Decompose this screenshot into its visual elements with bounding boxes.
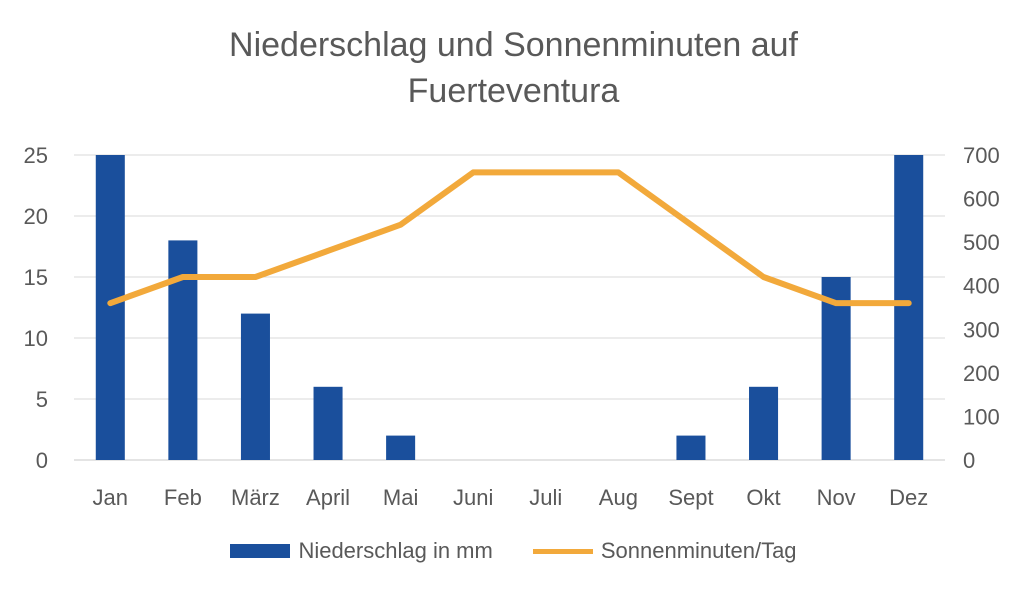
bar (95, 155, 125, 460)
x-tick-label: Okt (746, 485, 780, 510)
y-right-tick-label: 400 (963, 274, 1000, 299)
y-left-tick-label: 20 (24, 204, 48, 229)
bar (168, 240, 198, 460)
bar (240, 313, 270, 460)
bar (821, 277, 851, 460)
chart-title-line-1: Niederschlag und Sonnenminuten auf (229, 26, 798, 64)
x-tick-label: März (231, 485, 280, 510)
x-tick-label: Jan (93, 485, 128, 510)
legend: Niederschlag in mm Sonnenminuten/Tag (0, 538, 1027, 564)
x-tick-label: Dez (889, 485, 928, 510)
series-line (107, 169, 912, 307)
legend-swatch-bars (230, 544, 291, 558)
y-right-tick-label: 0 (963, 448, 975, 473)
bar (676, 435, 706, 460)
x-tick-label: Aug (599, 485, 638, 510)
bar (749, 386, 779, 460)
x-tick-label: Juni (453, 485, 493, 510)
y-right-tick-label: 200 (963, 361, 1000, 386)
x-tick-label: Juli (529, 485, 562, 510)
chart-title: Niederschlag und Sonnenminuten auf Fuert… (0, 22, 1027, 114)
legend-label-line: Sonnenminuten/Tag (600, 538, 797, 563)
bar (313, 386, 343, 460)
y-left-tick-label: 15 (24, 265, 48, 290)
x-tick-label: Nov (817, 485, 856, 510)
bar (386, 435, 416, 460)
legend-swatch-line (532, 548, 593, 554)
x-tick-label: Mai (383, 485, 418, 510)
y-left-tick-label: 25 (24, 143, 48, 168)
y-right-tick-label: 100 (963, 404, 1000, 429)
legend-item-line: Sonnenminuten/Tag (532, 538, 797, 564)
y-left-tick-label: 10 (24, 326, 48, 351)
x-tick-label: Feb (164, 485, 202, 510)
y-right-tick-label: 700 (963, 143, 1000, 168)
x-tick-label: Sept (668, 485, 713, 510)
y-left-tick-label: 0 (36, 448, 48, 473)
chart-title-line-2: Fuerteventura (407, 72, 620, 110)
legend-label-bars: Niederschlag in mm (298, 538, 493, 563)
y-right-tick-label: 600 (963, 187, 1000, 212)
y-left-tick-label: 5 (36, 387, 48, 412)
y-right-tick-label: 300 (963, 317, 1000, 342)
y-right-tick-label: 500 (963, 230, 1000, 255)
legend-item-bars: Niederschlag in mm (230, 538, 493, 564)
x-tick-label: April (306, 485, 350, 510)
bar (894, 155, 924, 460)
